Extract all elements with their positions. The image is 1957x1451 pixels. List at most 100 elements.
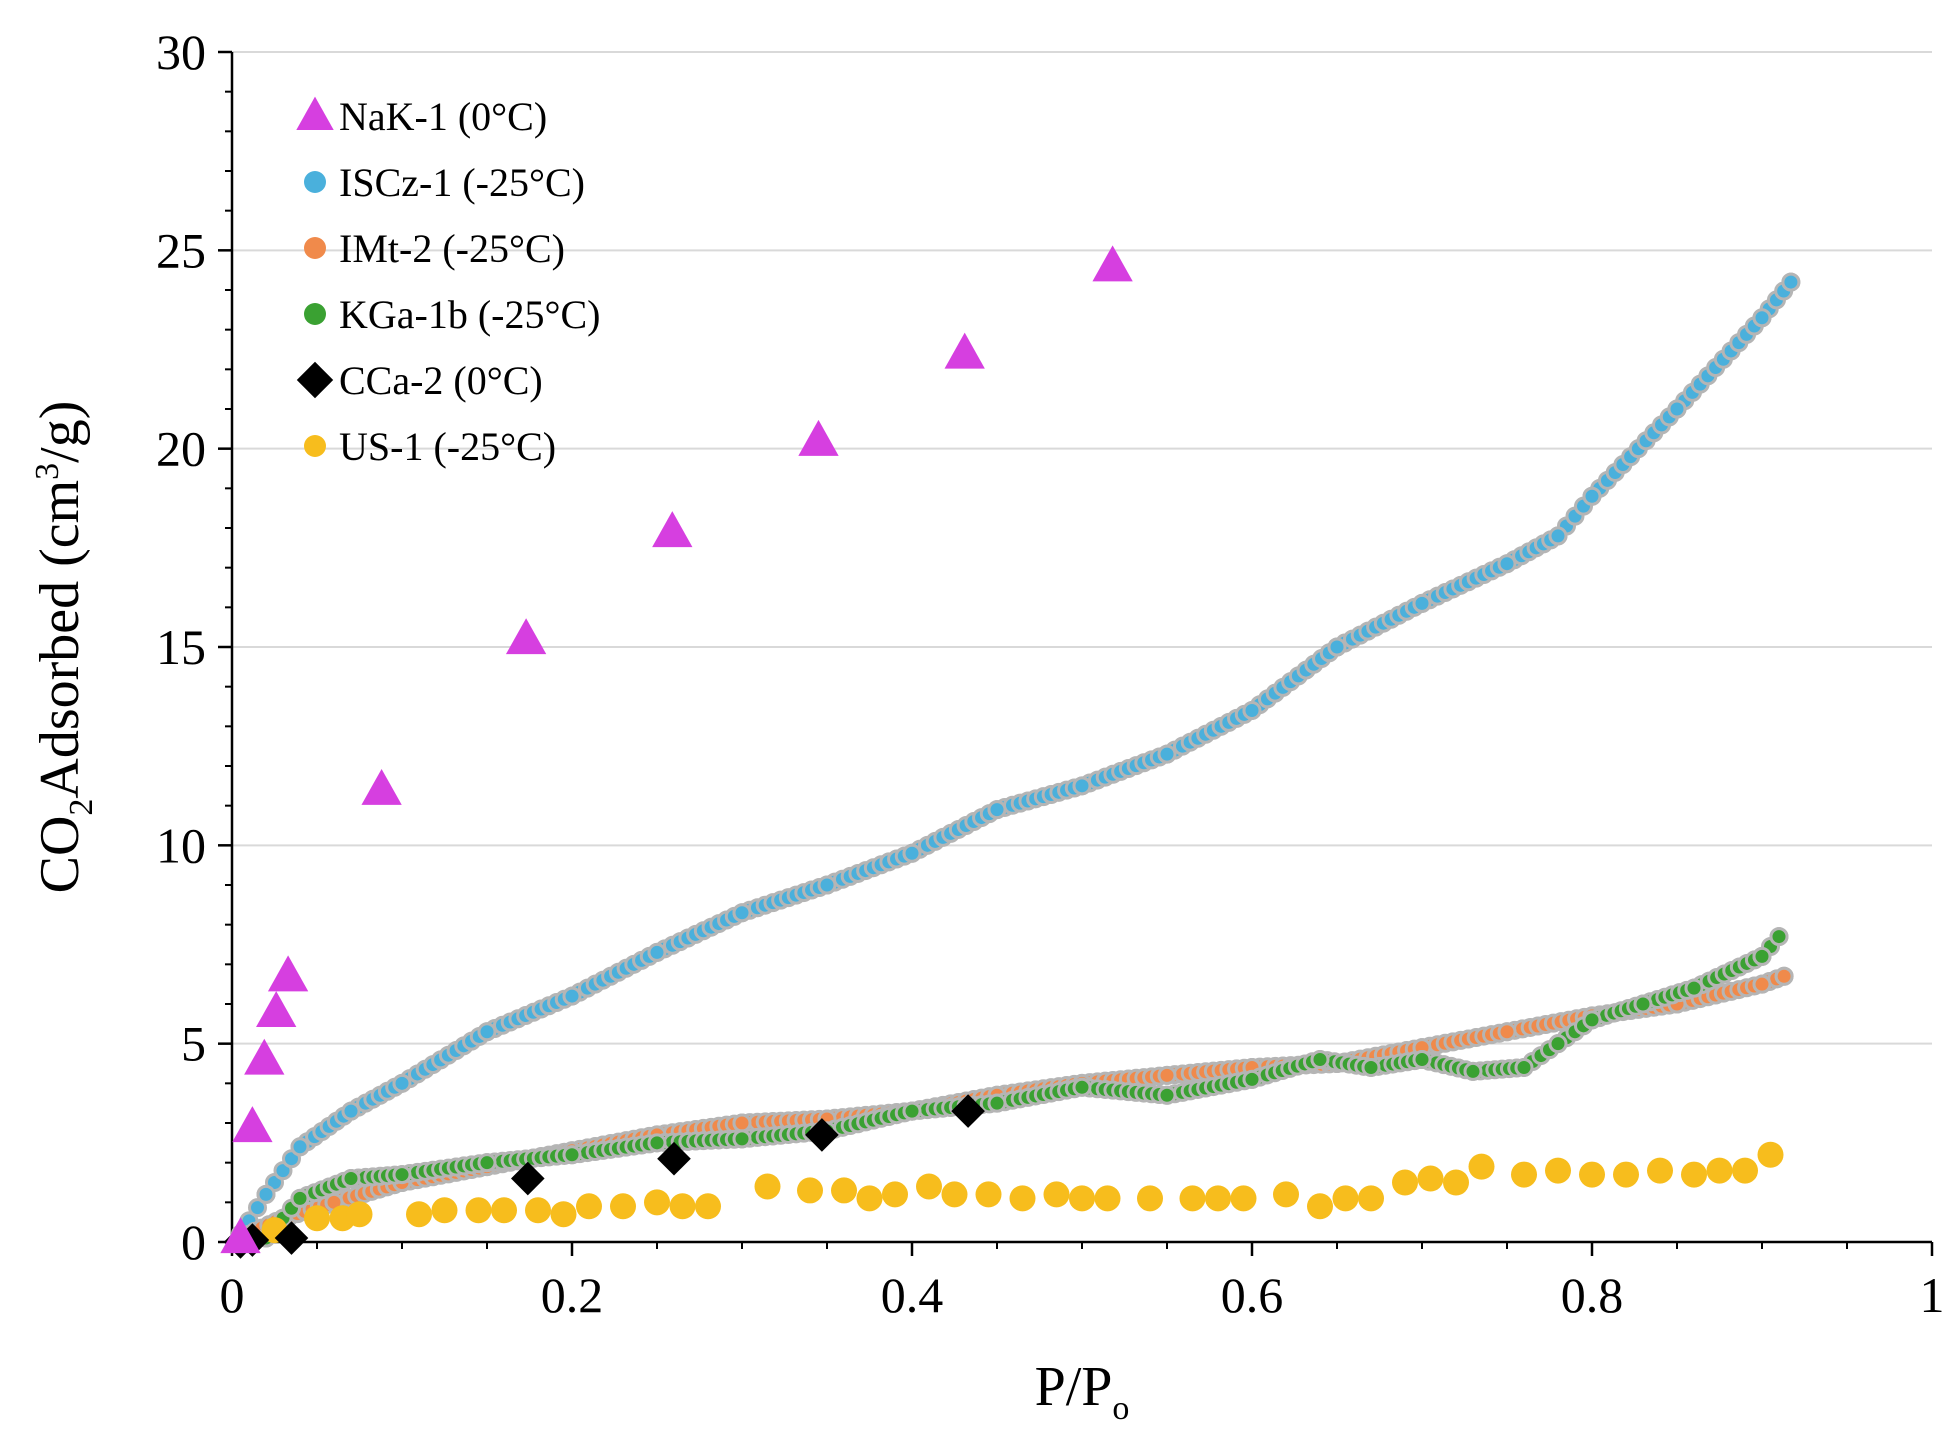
data-point — [831, 1177, 857, 1204]
x-tick-label-0.4: 0.4 — [881, 1267, 944, 1323]
data-point — [644, 1189, 670, 1216]
data-point — [477, 1153, 497, 1173]
data-point — [550, 1201, 577, 1228]
data-point — [511, 1161, 545, 1196]
data-point — [267, 955, 309, 992]
data-point — [652, 511, 693, 548]
y-axis-title-sup: 3 — [29, 463, 66, 480]
legend-label: NaK-1 (0°C) — [339, 94, 547, 139]
legend-item-kga-1b-25-c: KGa-1b (-25°C) — [304, 292, 600, 337]
data-point — [1358, 1185, 1384, 1212]
data-point — [562, 1145, 582, 1165]
data-point — [1613, 1161, 1639, 1188]
data-point — [1242, 1069, 1262, 1089]
data-point — [1157, 1065, 1177, 1085]
x-tick-label-0.2: 0.2 — [541, 1267, 604, 1323]
y-axis-title-pre: CO — [29, 816, 91, 894]
data-point — [1463, 1061, 1483, 1081]
data-point — [1667, 399, 1687, 419]
data-point — [902, 1101, 922, 1121]
legend: NaK-1 (0°C) ISCz-1 (-25°C) IMt-2 (-25°C) KG… — [296, 94, 600, 469]
data-point — [431, 1197, 458, 1224]
data-point — [647, 942, 667, 962]
data-point — [1043, 1181, 1070, 1208]
data-point — [256, 991, 297, 1028]
data-point — [1310, 1050, 1330, 1070]
data-point — [1752, 946, 1772, 966]
data-point — [1511, 1161, 1537, 1188]
data-point — [392, 1073, 412, 1093]
data-point — [1230, 1185, 1257, 1212]
x-axis-title: P/Po — [1035, 1356, 1130, 1427]
legend-item-nak-1-0-c: NaK-1 (0°C) — [296, 94, 547, 139]
data-point — [1361, 1057, 1381, 1077]
data-point — [669, 1193, 696, 1220]
y-tick-label-0: 0 — [181, 1214, 206, 1270]
y-axis-title-mid: Adsorbed (cm — [29, 480, 91, 799]
data-point — [1468, 1153, 1495, 1180]
data-point — [882, 1181, 908, 1208]
data-point — [1307, 1193, 1333, 1220]
legend-item-imt-2-25-c: IMt-2 (-25°C) — [304, 226, 565, 271]
y-tick-label-15: 15 — [156, 619, 206, 675]
data-point — [1273, 1181, 1299, 1208]
x-tick-label-0: 0 — [220, 1267, 245, 1323]
data-point — [562, 986, 582, 1006]
data-point — [1417, 1165, 1444, 1192]
data-point — [341, 1101, 361, 1121]
data-point — [1157, 744, 1177, 764]
data-point — [1412, 593, 1432, 613]
data-point — [1757, 1141, 1784, 1168]
data-point — [902, 843, 922, 863]
data-point — [1072, 776, 1092, 796]
legend-marker-circle — [304, 171, 326, 193]
data-point — [695, 1193, 721, 1220]
data-point — [1582, 486, 1602, 506]
data-point — [1072, 1077, 1092, 1097]
data-point — [797, 1177, 823, 1204]
data-point — [1633, 994, 1653, 1014]
data-point — [610, 1193, 636, 1220]
x-tick-label-0.6: 0.6 — [1221, 1267, 1284, 1323]
data-point — [975, 1181, 1002, 1208]
series-us-1-25-c — [261, 1141, 1784, 1244]
data-point — [341, 1169, 361, 1189]
data-point — [290, 1188, 310, 1208]
data-point — [1069, 1185, 1095, 1212]
legend-marker-diamond — [296, 361, 334, 399]
data-point — [1769, 927, 1789, 947]
data-point — [1681, 1161, 1707, 1188]
data-point — [1706, 1157, 1733, 1184]
data-point — [232, 1106, 273, 1143]
legend-item-us-1-25-c: US-1 (-25°C) — [304, 424, 556, 469]
data-point — [1781, 272, 1801, 292]
legend-label: CCa-2 (0°C) — [339, 358, 543, 403]
series-layer — [220, 245, 1801, 1259]
data-point — [1092, 245, 1133, 282]
data-point — [290, 1137, 310, 1157]
x-tick-label-1: 1 — [1920, 1267, 1945, 1323]
data-point — [1009, 1185, 1036, 1212]
data-point — [1157, 1085, 1177, 1105]
y-axis-title-post: /g) — [29, 401, 91, 463]
data-point — [1579, 1161, 1605, 1188]
data-point — [944, 332, 985, 369]
data-point — [732, 1129, 752, 1149]
data-point — [1327, 637, 1347, 657]
y-tick-label-20: 20 — [156, 421, 206, 477]
data-point — [1582, 1010, 1602, 1030]
data-point — [941, 1181, 968, 1208]
axes: 0 5 10 15 20 25 30 0 0.2 0.4 0.6 0.8 1 — [156, 24, 1945, 1323]
data-point — [1548, 526, 1568, 546]
data-point — [657, 1141, 691, 1176]
data-point — [951, 1094, 985, 1128]
data-point — [406, 1201, 432, 1228]
data-point — [361, 768, 402, 805]
data-point — [244, 1038, 285, 1075]
data-point — [732, 1113, 752, 1133]
data-point — [304, 1205, 330, 1232]
series-nak-1-0-c — [220, 245, 1133, 1254]
data-point — [1205, 1185, 1231, 1212]
y-tick-label-30: 30 — [156, 24, 206, 80]
